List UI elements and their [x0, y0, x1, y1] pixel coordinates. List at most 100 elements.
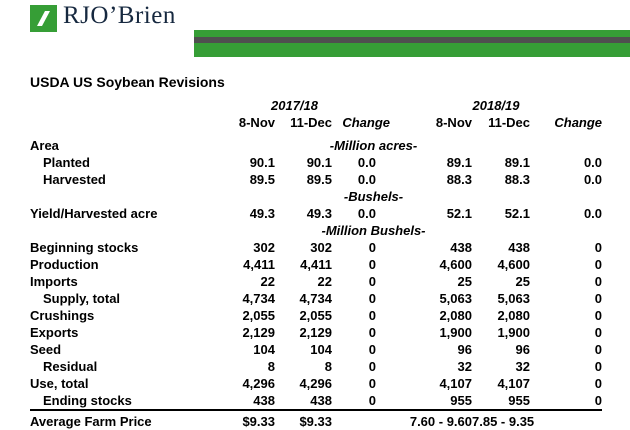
row-label: Area — [30, 138, 59, 153]
value-cell: 2,080 — [497, 308, 530, 323]
value-cell: 8 — [324, 359, 332, 374]
row-label: Exports — [30, 325, 79, 340]
group-header: 2018/19 — [472, 98, 520, 113]
value-cell: 4,600 — [497, 257, 530, 272]
value-cell: 7.60 - 9.60 — [390, 409, 472, 430]
row-label — [30, 222, 215, 239]
spacer-cell — [30, 96, 215, 114]
value-cell: 0.0 — [583, 206, 603, 221]
value-cell: 4,734 — [299, 291, 332, 306]
value-cell: 90.1 — [249, 155, 275, 170]
table-row: Use, total 4,296 4,296 0 4,107 4,107 0 — [30, 375, 602, 392]
page-title: USDA US Soybean Revisions — [30, 74, 225, 90]
value-cell: 89.1 — [504, 155, 530, 170]
table-row: Average Farm Price $9.33 $9.33 7.60 - 9.60 7… — [30, 409, 603, 430]
value-cell: 4,107 — [497, 376, 530, 391]
value-cell: 0 — [594, 359, 603, 374]
value-cell: 32 — [457, 359, 472, 374]
value-cell: 2,129 — [299, 325, 332, 340]
value-cell: 52.1 — [504, 206, 530, 221]
value-cell: 302 — [253, 240, 275, 255]
value-cell: 4,296 — [299, 376, 332, 391]
value-cell: 4,411 — [300, 257, 332, 272]
row-label: Supply, total — [43, 291, 121, 306]
value-cell: 0.0 — [583, 172, 603, 187]
row-label: Harvested — [43, 172, 106, 187]
value-cell — [332, 409, 390, 430]
row-label — [30, 188, 215, 205]
value-cell: 2,055 — [299, 308, 332, 323]
table-row: Exports 2,129 2,129 0 1,900 1,900 0 — [30, 324, 602, 341]
rjobrien-logo-icon — [30, 5, 57, 32]
value-cell: 49.3 — [306, 206, 332, 221]
value-cell: 52.1 — [446, 206, 472, 221]
column-header-row: 8-Nov 11-Dec Change 8-Nov 11-Dec Change — [30, 114, 602, 137]
value-cell: 88.3 — [446, 172, 472, 187]
units-label: -Million acres- — [329, 138, 418, 153]
table-row: Production 4,411 4,411 0 4,600 4,600 0 — [30, 256, 602, 273]
logo-glyph — [37, 11, 50, 26]
table-body: Area -Million acres- Planted 90.1 90.1 0.0 89.… — [30, 137, 603, 430]
column-header: 8-Nov — [238, 115, 275, 130]
row-label: Crushings — [30, 308, 95, 323]
value-cell: 0 — [594, 376, 603, 391]
value-cell: 438 — [310, 393, 332, 408]
value-cell: 0 — [368, 308, 376, 323]
row-label: Residual — [43, 359, 98, 374]
value-cell: 88.3 — [504, 172, 530, 187]
row-label: Yield/Harvested acre — [30, 206, 158, 221]
table-row: -Million Bushels- — [30, 222, 602, 239]
value-cell: 5,063 — [439, 291, 472, 306]
column-header: 11-Dec — [488, 115, 530, 130]
value-cell: 4,107 — [439, 376, 472, 391]
value-cell: 25 — [457, 274, 472, 289]
table-row: Crushings 2,055 2,055 0 2,080 2,080 0 — [30, 307, 602, 324]
value-cell: 96 — [515, 342, 530, 357]
value-cell: 49.3 — [249, 206, 275, 221]
value-cell: 104 — [253, 342, 275, 357]
column-header: Change — [342, 115, 390, 130]
value-cell: 0 — [368, 342, 376, 357]
value-cell: 89.1 — [446, 155, 472, 170]
value-cell: 89.5 — [249, 172, 275, 187]
value-cell: 22 — [260, 274, 275, 289]
banner-green-strip-top — [194, 30, 630, 37]
table-row: Beginning stocks 302 302 0 438 438 0 — [30, 239, 602, 256]
value-cell: 438 — [253, 393, 275, 408]
value-cell: 0 — [594, 257, 603, 272]
value-cell: $9.33 — [275, 409, 332, 430]
value-cell: 104 — [310, 342, 332, 357]
value-cell: 2,055 — [242, 308, 275, 323]
table-row: Ending stocks 438 438 0 955 955 0 — [30, 392, 602, 410]
brand-name: RJO’Brien — [63, 2, 176, 29]
group-header: 2017/18 — [271, 98, 318, 113]
value-cell: 0 — [368, 376, 376, 391]
row-label: Planted — [43, 155, 90, 170]
units-label: -Bushels- — [343, 189, 404, 204]
value-cell: 0.0 — [357, 172, 376, 187]
value-cell: 0 — [368, 325, 376, 340]
table-row: Planted 90.1 90.1 0.0 89.1 89.1 0.0 — [30, 154, 602, 171]
table-row: Seed 104 104 0 96 96 0 — [30, 341, 602, 358]
value-cell: 955 — [450, 393, 472, 408]
value-cell: 0 — [368, 257, 376, 272]
units-label: -Million Bushels- — [321, 223, 426, 238]
value-cell: 1,900 — [439, 325, 472, 340]
value-cell: 955 — [508, 393, 530, 408]
value-cell: 32 — [515, 359, 530, 374]
row-label: Beginning stocks — [30, 240, 139, 255]
value-cell: 1,900 — [497, 325, 530, 340]
value-cell: 0 — [594, 325, 603, 340]
value-cell: 4,734 — [242, 291, 275, 306]
value-cell: 0 — [594, 240, 603, 255]
year-header-row: 2017/18 2018/19 — [30, 96, 602, 114]
table-row: Yield/Harvested acre 49.3 49.3 0.0 52.1 52.1 0… — [30, 205, 602, 222]
value-cell: 0 — [368, 274, 376, 289]
value-cell: 0.0 — [357, 206, 376, 221]
value-cell: 0 — [594, 393, 603, 408]
value-cell: 2,080 — [439, 308, 472, 323]
value-cell: 438 — [450, 240, 472, 255]
table-row: Supply, total 4,734 4,734 0 5,063 5,063 0 — [30, 290, 602, 307]
value-cell: 0 — [368, 393, 376, 408]
value-cell: 4,411 — [243, 257, 275, 272]
